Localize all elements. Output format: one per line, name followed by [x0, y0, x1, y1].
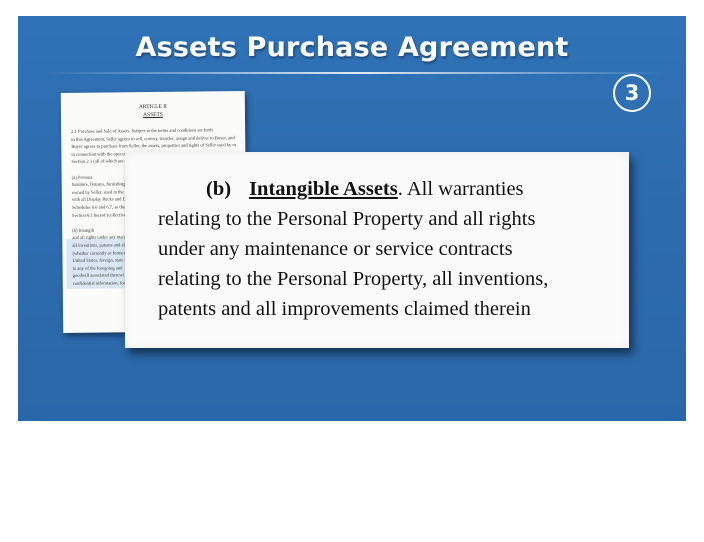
clause-heading: Intangible Assets [249, 178, 398, 200]
document-line: in this Agreement, Seller agrees to sell… [71, 134, 235, 142]
clause-line-4: relating to the Personal Property, all i… [158, 268, 549, 290]
document-body: 2.1 Purchase and Sale of Assets. Subject… [61, 91, 245, 285]
clause-line-2: relating to the Personal Property and al… [158, 208, 536, 230]
zoomed-clause-callout: (b) Intangible Assets. All warranties rel… [125, 152, 629, 348]
document-article: ARTICLE II [138, 103, 167, 111]
document-line: 2.1 Purchase and Sale of Assets. Subject… [71, 127, 213, 134]
slide-title: Assets Purchase Agreement [135, 32, 569, 63]
clause-text: (b) Intangible Assets. All warranties rel… [158, 174, 618, 324]
clause-line-5: patents and all improvements claimed the… [158, 298, 531, 320]
slide: Assets Purchase Agreement 3 ARTICLE II A… [18, 16, 686, 421]
clause-text-1: . All warranties [397, 178, 524, 200]
document-line: Buyer agrees to purchase from Seller, th… [71, 142, 237, 150]
clause-label: (b) [206, 178, 232, 200]
document-heading: ASSETS [143, 111, 163, 119]
clause-line-3: under any maintenance or service contrac… [158, 238, 513, 260]
title-underline [48, 72, 668, 74]
clause-line-1: (b) Intangible Assets. All warranties [158, 174, 618, 204]
step-number-badge: 3 [613, 74, 651, 112]
